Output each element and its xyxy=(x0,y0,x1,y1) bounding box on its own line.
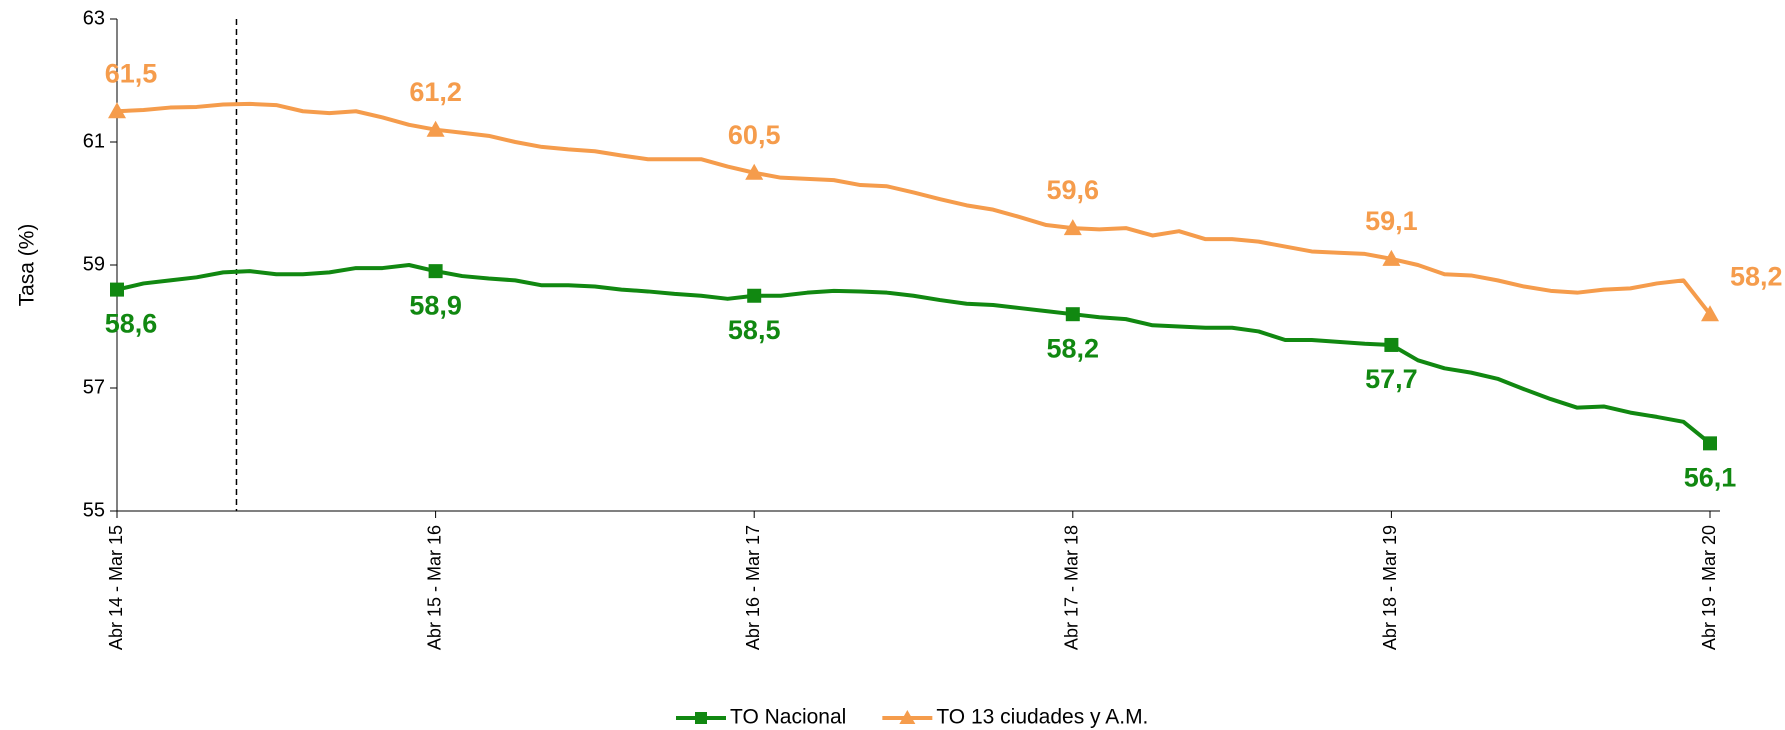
y-tick-label: 57 xyxy=(83,376,105,398)
y-tick-label: 59 xyxy=(83,253,105,275)
marker xyxy=(1382,249,1401,266)
marker xyxy=(1063,219,1082,236)
x-tick-label: Abr 18 - Mar 19 xyxy=(1380,525,1400,650)
marker xyxy=(1065,307,1080,322)
legend-label: TO 13 ciudades y A.M. xyxy=(936,706,1148,729)
marker xyxy=(108,102,126,119)
marker xyxy=(1384,337,1399,352)
marker xyxy=(1701,305,1719,322)
legend-label: TO Nacional xyxy=(730,706,846,729)
y-tick-label: 63 xyxy=(83,7,105,29)
legend-marker xyxy=(899,710,916,724)
x-tick-label: Abr 19 - Mar 20 xyxy=(1699,525,1719,650)
marker xyxy=(428,264,443,279)
data-label: 59,6 xyxy=(1047,175,1100,205)
data-label: 60,5 xyxy=(728,120,781,150)
marker xyxy=(1703,436,1717,451)
data-label: 57,7 xyxy=(1365,364,1418,394)
data-label: 58,2 xyxy=(1730,261,1783,291)
marker xyxy=(426,120,445,137)
data-label: 58,6 xyxy=(105,309,158,339)
marker xyxy=(745,163,764,180)
series-line xyxy=(116,101,1712,316)
data-label: 58,2 xyxy=(1047,333,1100,363)
x-tick-label: Abr 17 - Mar 18 xyxy=(1062,525,1082,650)
x-tick-label: Abr 16 - Mar 17 xyxy=(743,525,763,650)
data-label: 61,2 xyxy=(409,77,462,107)
y-axis-title: Tasa (%) xyxy=(16,224,39,307)
marker xyxy=(110,282,124,297)
legend-marker xyxy=(695,712,707,724)
data-label: 59,1 xyxy=(1365,206,1418,236)
data-label: 58,9 xyxy=(409,290,462,320)
y-tick-label: 55 xyxy=(83,499,105,521)
x-tick-label: Abr 15 - Mar 16 xyxy=(424,525,444,650)
y-tick-label: 61 xyxy=(83,130,105,152)
data-label: 61,5 xyxy=(105,58,158,88)
data-label: 56,1 xyxy=(1684,462,1737,492)
x-tick-label: Abr 14 - Mar 15 xyxy=(106,525,126,650)
marker xyxy=(747,288,762,303)
series-line xyxy=(116,263,1712,445)
data-label: 58,5 xyxy=(728,315,781,345)
